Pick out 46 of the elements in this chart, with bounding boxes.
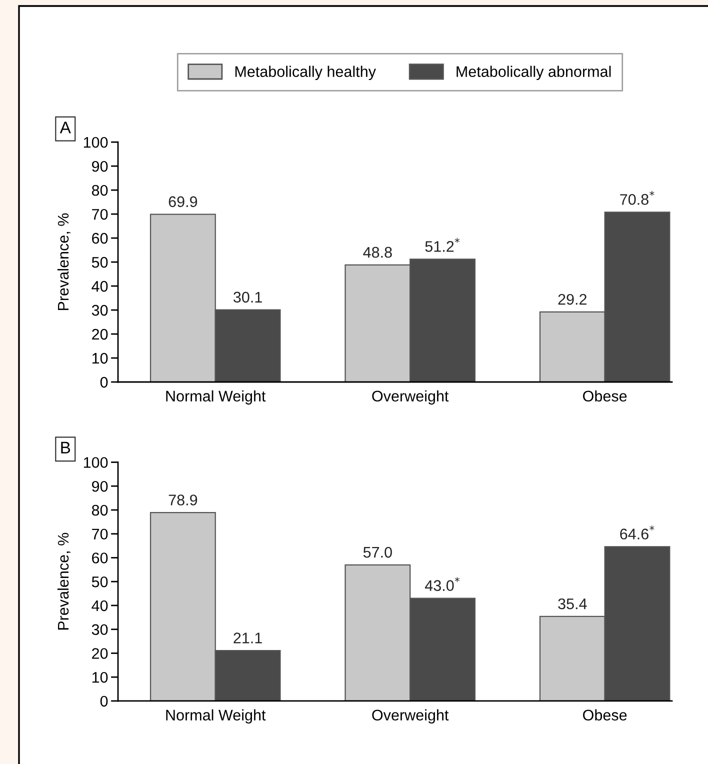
data-label: 30.1 <box>234 292 262 303</box>
y-axis-title: Prevalence, % <box>57 213 70 310</box>
y-tick-label: 90 <box>92 160 108 172</box>
data-label: 70.8$^{*}$ <box>620 190 654 205</box>
x-tick-label: Normal Weight <box>166 390 266 405</box>
chart-title: A <box>60 122 71 134</box>
y-tick-label: 100 <box>84 457 108 468</box>
x-tick-label: Obese <box>583 709 627 721</box>
x-tick-label: Overweight <box>372 709 449 724</box>
data-label: 48.8 <box>363 246 392 258</box>
data-label: 51.2$^{*}$ <box>425 238 460 252</box>
y-tick-label: 0 <box>100 696 108 707</box>
y-tick-label: 100 <box>84 136 108 148</box>
y-tick-label: 40 <box>92 600 108 612</box>
data-label: 21.1 <box>234 632 262 644</box>
y-tick-label: 70 <box>92 528 108 540</box>
y-tick-label: 80 <box>92 184 108 196</box>
data-label: 69.9 <box>168 196 198 208</box>
y-axis-title: Prevalence, % <box>57 532 70 630</box>
data-label: 35.4 <box>558 598 587 610</box>
y-tick-label: 0 <box>100 376 108 388</box>
data-label: 64.6$^{*}$ <box>620 526 654 540</box>
data-label: 57.0 <box>363 546 392 558</box>
legend-label: Metabolically abnormal <box>456 66 611 80</box>
data-label: 29.2 <box>558 294 586 305</box>
y-tick-label: 30 <box>92 624 108 636</box>
data-label: 43.0$^{*}$ <box>424 577 460 592</box>
y-tick-label: 50 <box>92 576 108 588</box>
y-tick-label: 20 <box>92 648 108 659</box>
y-tick-label: 30 <box>92 304 108 316</box>
y-tick-label: 60 <box>92 552 108 564</box>
y-tick-label: 90 <box>92 480 108 492</box>
x-tick-label: Overweight <box>372 390 449 405</box>
chart-title: B <box>61 442 70 454</box>
y-tick-label: 10 <box>92 672 108 683</box>
data-label: 78.9 <box>168 494 198 506</box>
x-tick-label: Normal Weight <box>166 709 266 724</box>
y-tick-label: 10 <box>92 352 108 364</box>
y-tick-label: 40 <box>92 280 108 292</box>
x-tick-label: Obese <box>583 390 627 402</box>
legend-label: Metabolically healthy <box>235 66 376 80</box>
y-tick-label: 70 <box>92 208 108 220</box>
y-tick-label: 80 <box>92 504 108 516</box>
y-tick-label: 60 <box>92 232 108 244</box>
y-tick-label: 20 <box>92 328 108 340</box>
y-tick-label: 50 <box>92 256 108 268</box>
